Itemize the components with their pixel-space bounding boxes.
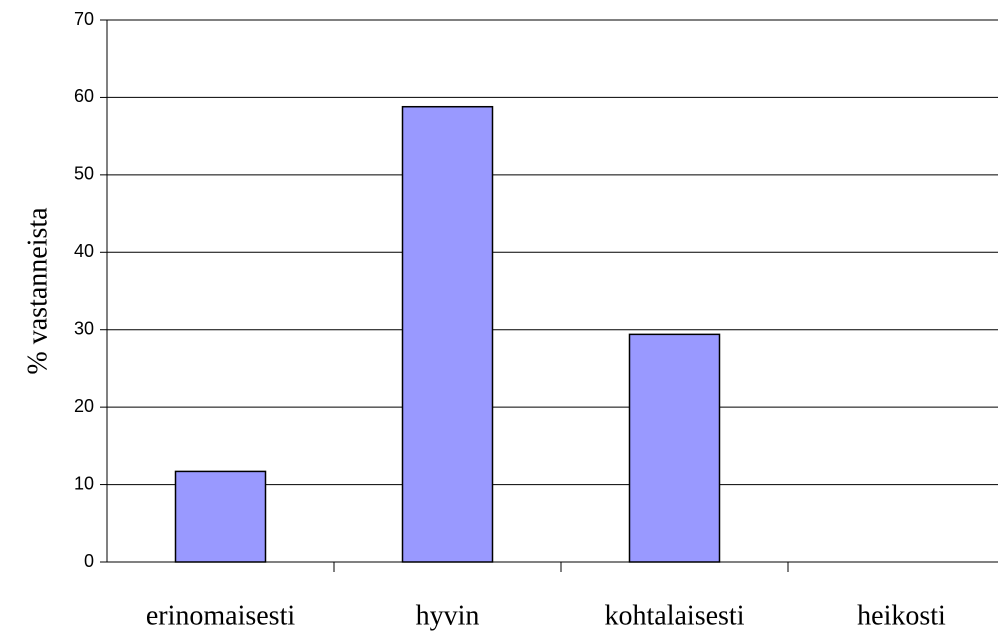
y-tick-label: 60	[74, 86, 94, 106]
y-tick-label: 50	[74, 164, 94, 184]
y-tick-label: 30	[74, 318, 94, 338]
x-tick-label: heikosti	[857, 600, 946, 631]
x-tick-label: erinomaisesti	[146, 600, 296, 631]
y-tick-label: 20	[74, 396, 94, 416]
bar	[628, 333, 721, 563]
bar	[401, 105, 494, 563]
x-tick-label: hyvin	[416, 600, 480, 631]
y-tick-label: 0	[84, 551, 94, 571]
y-tick-label: 10	[74, 473, 94, 493]
y-tick-label: 40	[74, 241, 94, 261]
x-tick-label: kohtalaisesti	[605, 600, 745, 631]
y-axis-label: % vastanneista	[22, 207, 53, 375]
y-tick-label: 70	[74, 9, 94, 29]
bar	[174, 470, 267, 563]
